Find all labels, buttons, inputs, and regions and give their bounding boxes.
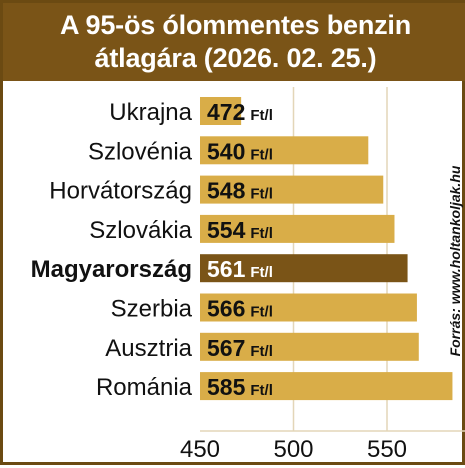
title-line-1: A 95-ös ólommentes benzin <box>59 10 412 40</box>
data-label: 540 Ft/l <box>207 138 273 164</box>
data-label: 567 Ft/l <box>207 335 273 361</box>
bar <box>200 372 453 401</box>
bar <box>200 254 408 283</box>
data-label: 472 Ft/l <box>207 99 273 125</box>
bar <box>200 136 369 165</box>
bar <box>200 97 242 125</box>
bar <box>200 175 384 204</box>
x-tick-label: 450 <box>180 436 220 463</box>
bar <box>200 332 419 361</box>
category-label: Szlovákia <box>89 217 192 244</box>
category-label: Ukrajna <box>109 99 192 126</box>
data-label: 585 Ft/l <box>207 374 273 400</box>
data-label: 548 Ft/l <box>207 178 273 204</box>
category-label: Ausztria <box>105 335 192 362</box>
bar <box>200 293 417 322</box>
source-label: Forrás: www.holtankoljak.hu <box>447 165 463 357</box>
title-line-2: átlagára (2026. 02. 25.) <box>94 43 377 73</box>
category-label: Horvátország <box>49 178 192 205</box>
data-label: 566 Ft/l <box>207 296 273 322</box>
category-label: Magyarország <box>31 256 192 283</box>
chart-title: A 95-ös ólommentes benzin átlagára (2026… <box>3 3 465 81</box>
category-label: Románia <box>96 374 193 401</box>
data-label: 554 Ft/l <box>207 217 273 243</box>
bar-chart: Ukrajna 472 Ft/l Szlovénia 540 Ft/l Horvátorsz… <box>31 87 465 463</box>
category-label: Szlovénia <box>88 138 193 165</box>
x-tick-label: 550 <box>367 436 407 463</box>
x-tick-label: 500 <box>273 436 313 463</box>
bar <box>200 214 395 243</box>
data-label: 561 Ft/l <box>207 256 273 282</box>
category-label: Szerbia <box>111 296 193 323</box>
